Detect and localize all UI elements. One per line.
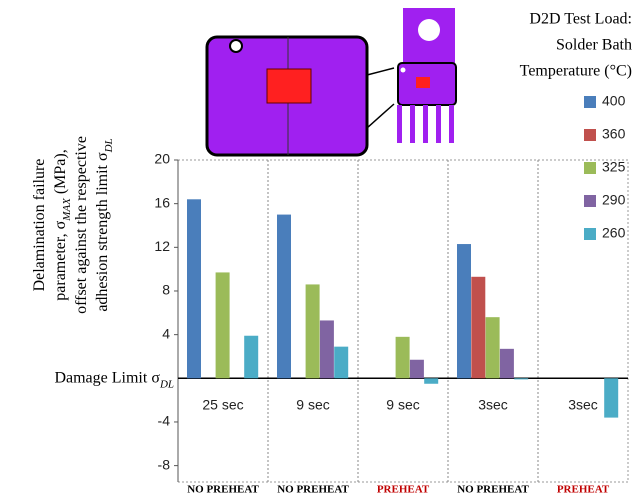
- group-label: 25 sec: [202, 397, 243, 413]
- legend-label: 325: [602, 159, 626, 175]
- y-tick-label: 12: [154, 238, 170, 254]
- legend-label: 260: [602, 225, 626, 241]
- y-tick-label: -8: [158, 456, 171, 472]
- bar: [514, 378, 528, 379]
- bar: [396, 337, 410, 378]
- y-tick-label: 16: [154, 194, 170, 210]
- legend-swatch: [584, 228, 596, 240]
- condition-label: PREHEAT: [377, 484, 430, 496]
- y-axis-label: Delamination failure: [31, 159, 48, 292]
- legend-title: Temperature (°C): [520, 63, 632, 80]
- legend-swatch: [584, 129, 596, 141]
- y-axis-label: offset against the respective: [73, 136, 90, 314]
- plot-frame: [178, 160, 628, 482]
- y-label-text: adhesion strength limit σ: [94, 152, 111, 312]
- group-label: 3sec: [478, 397, 508, 413]
- group-label: 9 sec: [386, 397, 419, 413]
- legend-title: D2D Test Load:: [529, 11, 632, 28]
- group-label: 9 sec: [296, 397, 329, 413]
- bar: [604, 378, 618, 417]
- y-label-sub: MAX: [61, 197, 73, 222]
- bar: [334, 347, 348, 379]
- legend-label: 400: [602, 93, 626, 109]
- bar: [187, 199, 201, 378]
- bar: [277, 215, 291, 379]
- condition-label: NO PREHEAT: [457, 484, 529, 496]
- y-label-sub: DL: [103, 138, 115, 153]
- bar: [306, 284, 320, 378]
- y-tick-label: 8: [162, 282, 170, 298]
- y-tick-label: 20: [154, 151, 170, 167]
- legend-swatch: [584, 162, 596, 174]
- damage-limit-sub: DL: [159, 378, 174, 390]
- condition-label: NO PREHEAT: [277, 484, 349, 496]
- condition-label: PREHEAT: [557, 484, 610, 496]
- bar: [471, 277, 485, 379]
- bar: [486, 317, 500, 378]
- legend-label: 360: [602, 126, 626, 142]
- package-diagram: [207, 8, 456, 155]
- bar: [216, 272, 230, 378]
- legend-swatch: [584, 96, 596, 108]
- legend-swatch: [584, 195, 596, 207]
- damage-limit-label: Damage Limit σDL: [54, 369, 174, 390]
- bar: [410, 360, 424, 379]
- bar: [500, 349, 514, 378]
- bar: [320, 320, 334, 378]
- y-axis-label: adhesion strength limit σDL: [94, 138, 115, 311]
- legend-title: Solder Bath: [556, 37, 632, 54]
- y-tick-label: 4: [162, 325, 170, 341]
- y-label-text: offset against the respective: [73, 136, 90, 314]
- y-label-text: Delamination failure: [31, 159, 48, 292]
- damage-limit-text: Damage Limit σ: [54, 369, 160, 386]
- group-label: 3sec: [568, 397, 598, 413]
- y-axis-label: parameter, σMAX (MPa),: [52, 149, 73, 300]
- bar: [244, 336, 258, 379]
- y-tick-label: -4: [158, 413, 171, 429]
- chart: -8-448121620Damage Limit σDLDelamination…: [0, 0, 638, 496]
- bar: [424, 378, 438, 383]
- legend-label: 290: [602, 192, 626, 208]
- bar: [457, 244, 471, 378]
- y-label-text: (MPa),: [52, 149, 69, 198]
- y-label-text: parameter, σ: [52, 220, 69, 300]
- condition-label: NO PREHEAT: [187, 484, 259, 496]
